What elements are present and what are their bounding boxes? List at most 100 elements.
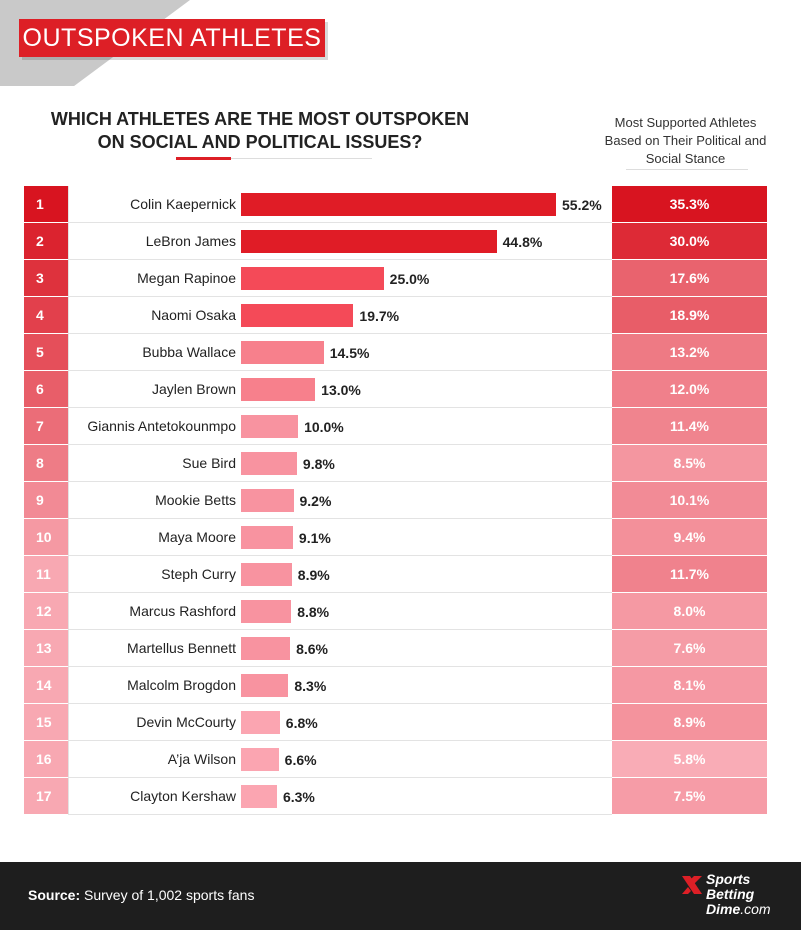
rank-label: 2	[24, 223, 68, 259]
source-text: Survey of 1,002 sports fans	[80, 887, 255, 903]
bar	[241, 785, 277, 808]
title-underline-accent	[176, 157, 231, 160]
table-row: 4 Naomi Osaka 19.7% 18.9%	[24, 297, 767, 334]
logo-line-1: Sports	[706, 871, 751, 887]
table-row: 14 Malcolm Brogdon 8.3% 8.1%	[24, 667, 767, 704]
table-row: 17 Clayton Kershaw 6.3% 7.5%	[24, 778, 767, 815]
row-separator	[68, 814, 612, 815]
rank-label: 6	[24, 371, 68, 407]
support-value-cell: 35.3%	[612, 186, 767, 222]
table-row: 5 Bubba Wallace 14.5% 13.2%	[24, 334, 767, 371]
athlete-name: Mookie Betts	[155, 492, 236, 508]
logo-line-2: Betting	[706, 886, 755, 902]
rank-label: 1	[24, 186, 68, 222]
bar-value-label: 44.8%	[502, 234, 543, 250]
chart-title-line-2: ON SOCIAL AND POLITICAL ISSUES?	[97, 132, 423, 152]
bar	[241, 489, 294, 512]
support-value-cell: 12.0%	[612, 371, 767, 407]
rank-label: 9	[24, 482, 68, 518]
bar-value-label: 6.8%	[285, 715, 318, 731]
bar-value-label: 19.7%	[359, 308, 400, 324]
bar	[241, 452, 297, 475]
row-separator	[68, 296, 612, 297]
bar-value-label: 8.3%	[294, 678, 327, 694]
rank-label: 7	[24, 408, 68, 444]
support-value-cell: 11.7%	[612, 556, 767, 592]
sportsbettingdime-logo: Sports Betting Dime.com	[680, 872, 790, 922]
rank-label: 16	[24, 741, 68, 777]
table-row: 10 Maya Moore 9.1% 9.4%	[24, 519, 767, 556]
row-separator	[68, 444, 612, 445]
title-banner: OUTSPOKEN ATHLETES	[19, 19, 325, 57]
table-row: 15 Devin McCourty 6.8% 8.9%	[24, 704, 767, 741]
bar-value-label: 9.2%	[299, 493, 332, 509]
support-value-cell: 10.1%	[612, 482, 767, 518]
athlete-name: Steph Curry	[161, 566, 236, 582]
logo-line-3: Dime.com	[706, 902, 771, 917]
rank-label: 4	[24, 297, 68, 333]
chart-left-border	[68, 186, 69, 815]
bar-value-label: 8.9%	[297, 567, 330, 583]
support-value-cell: 30.0%	[612, 223, 767, 259]
athlete-name: Sue Bird	[182, 455, 236, 471]
rank-label: 14	[24, 667, 68, 703]
bar-value-label: 13.0%	[321, 382, 361, 398]
athlete-name: LeBron James	[145, 233, 236, 249]
bar	[241, 600, 292, 623]
bar	[241, 378, 316, 401]
logo-x-icon	[682, 876, 702, 894]
support-value-cell: 18.9%	[612, 297, 767, 333]
bar	[241, 193, 556, 216]
table-row: 11 Steph Curry 8.9% 11.7%	[24, 556, 767, 593]
row-separator	[68, 555, 612, 556]
athlete-name: Maya Moore	[158, 529, 236, 545]
rank-label: 13	[24, 630, 68, 666]
row-separator	[68, 370, 612, 371]
support-value-cell: 7.6%	[612, 630, 767, 666]
table-row: 7 Giannis Antetokounmpo 10.0% 11.4%	[24, 408, 767, 445]
bar	[241, 637, 291, 660]
bar-value-label: 9.8%	[302, 456, 335, 472]
athlete-name: Martellus Bennett	[127, 640, 236, 656]
bar-chart: 1 Colin Kaepernick 55.2% 35.3% 2 LeBron James…	[24, 186, 767, 815]
bar	[241, 563, 292, 586]
bar	[241, 674, 289, 697]
secondary-header-line-1: Most Supported Athletes	[614, 115, 757, 130]
table-row: 9 Mookie Betts 9.2% 10.1%	[24, 482, 767, 519]
athlete-name: Naomi Osaka	[151, 307, 236, 323]
secondary-header-line-3: Social Stance	[645, 151, 726, 166]
bar	[241, 341, 324, 364]
rank-label: 15	[24, 704, 68, 740]
rank-label: 10	[24, 519, 68, 555]
row-separator	[68, 481, 612, 482]
support-value-cell: 7.5%	[612, 778, 767, 814]
table-row: 3 Megan Rapinoe 25.0% 17.6%	[24, 260, 767, 297]
row-separator	[68, 740, 612, 741]
row-separator	[68, 629, 612, 630]
table-row: 1 Colin Kaepernick 55.2% 35.3%	[24, 186, 767, 223]
bar	[241, 711, 280, 734]
rank-label: 3	[24, 260, 68, 296]
bar-value-label: 8.8%	[297, 604, 330, 620]
table-row: 12 Marcus Rashford 8.8% 8.0%	[24, 593, 767, 630]
support-value-cell: 11.4%	[612, 408, 767, 444]
row-separator	[68, 592, 612, 593]
bar-value-label: 25.0%	[389, 271, 430, 287]
logo-line-3a: Dime	[706, 901, 741, 917]
support-value-cell: 8.9%	[612, 704, 767, 740]
bar	[241, 415, 299, 438]
bar	[241, 230, 497, 253]
chart-title: WHICH ATHLETES ARE THE MOST OUTSPOKEN ON…	[30, 108, 490, 154]
table-row: 8 Sue Bird 9.8% 8.5%	[24, 445, 767, 482]
row-separator	[68, 333, 612, 334]
row-separator	[68, 703, 612, 704]
rank-label: 12	[24, 593, 68, 629]
row-separator	[68, 518, 612, 519]
bar-value-label: 9.1%	[298, 530, 331, 546]
bar	[241, 304, 354, 327]
support-value-cell: 9.4%	[612, 519, 767, 555]
secondary-column-header: Most Supported Athletes Based on Their P…	[598, 114, 773, 168]
title-underline	[231, 158, 372, 159]
athlete-name: Jaylen Brown	[151, 381, 236, 397]
bar-value-label: 8.6%	[296, 641, 328, 657]
